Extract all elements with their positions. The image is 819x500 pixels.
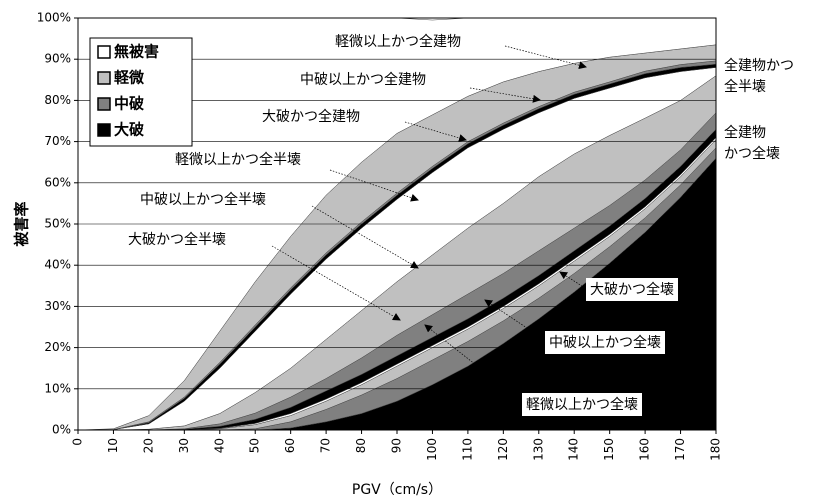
y-tick-label: 10% [44,381,71,395]
y-tick-label: 70% [44,134,71,148]
x-tick-label: 10 [106,438,120,453]
annotation: 軽微以上かつ全建物 [335,33,461,50]
x-tick-label: 80 [354,438,368,453]
legend-label: 大破 [114,121,144,139]
x-tick-label: 30 [177,438,191,453]
annotation-text: 大破かつ全壊 [590,281,674,298]
x-tick-label: 170 [673,438,687,461]
y-tick-label: 60% [44,175,71,189]
annotation-arrow [329,169,419,202]
y-tick-label: 40% [44,258,71,272]
x-tick-label: 0 [71,438,85,446]
x-tick-label: 40 [212,438,226,453]
annotation: 中破以上かつ全半壊 [140,191,266,208]
x-tick-label: 90 [390,438,404,453]
legend-swatch [97,123,111,137]
x-tick-label: 160 [638,438,652,461]
y-tick-label: 90% [44,52,71,66]
annotation-text: 大破かつ全半壊 [128,231,226,248]
legend-label: 無被害 [114,43,159,61]
annotation-box [545,331,665,354]
annotation: 中破以上かつ全建物 [300,71,426,88]
annotation: 大破かつ全建物 [262,108,360,125]
annotation-text: 全半壊 [724,78,766,95]
annotation-text: 中破以上かつ全建物 [300,71,426,88]
x-tick-label: 50 [248,438,262,453]
x-axis-title: PGV（cm/s） [352,482,442,498]
annotation-arrow [484,299,546,341]
annotation-text: かつ全壊 [724,145,780,162]
annotation-text: 軽微以上かつ全半壊 [175,151,301,168]
x-tick-label: 150 [602,438,616,461]
y-tick-label: 50% [44,217,71,231]
y-tick-label: 100% [37,11,71,25]
y-tick-label: 20% [44,340,71,354]
x-tick-label: 140 [567,438,581,461]
x-tick-label: 60 [283,438,297,453]
annotation: 大破かつ全壊 [586,278,678,301]
y-axis-title: 被害率 [13,201,31,246]
annotation-text: 中破以上かつ全半壊 [140,191,266,208]
annotation-text: 全建物かつ [724,57,794,74]
annotation-arrow [559,271,586,289]
y-tick-label: 30% [44,299,71,313]
legend-label: 軽微 [114,69,145,87]
x-tick-label: 120 [496,438,510,461]
legend-label: 中破 [114,95,144,113]
annotation-arrow [311,205,419,269]
legend-swatch [97,45,111,59]
x-tick-label: 20 [141,438,155,453]
annotation-text: 全建物 [724,124,766,141]
annotation-arrow [271,245,401,321]
y-tick-label: 0% [52,423,71,437]
plot-frame [77,17,717,431]
x-tick-label: 130 [531,438,545,461]
annotation: 中破以上かつ全壊 [545,331,665,354]
x-tick-label: 110 [460,438,474,461]
annotation-text: 中破以上かつ全壊 [549,334,661,351]
x-tick-label: 70 [319,438,333,453]
annotation-text: 軽微以上かつ全建物 [335,33,461,50]
annotation: 大破かつ全半壊 [128,231,226,248]
annotation: 軽微以上かつ全半壊 [175,151,301,168]
annotation: 軽微以上かつ全壊 [522,393,642,416]
annotation-arrow [424,324,523,402]
x-tick-label: 180 [709,438,723,461]
annotation-box [586,278,678,301]
annotation-text: 大破かつ全建物 [262,108,360,125]
legend-swatch [97,97,111,111]
legend-swatch [97,71,111,85]
y-tick-label: 80% [44,93,71,107]
annotation-box [522,393,642,416]
annotation-text: 軽微以上かつ全壊 [526,396,638,413]
annotation-arrow [504,45,587,70]
x-tick-label: 100 [425,438,439,461]
